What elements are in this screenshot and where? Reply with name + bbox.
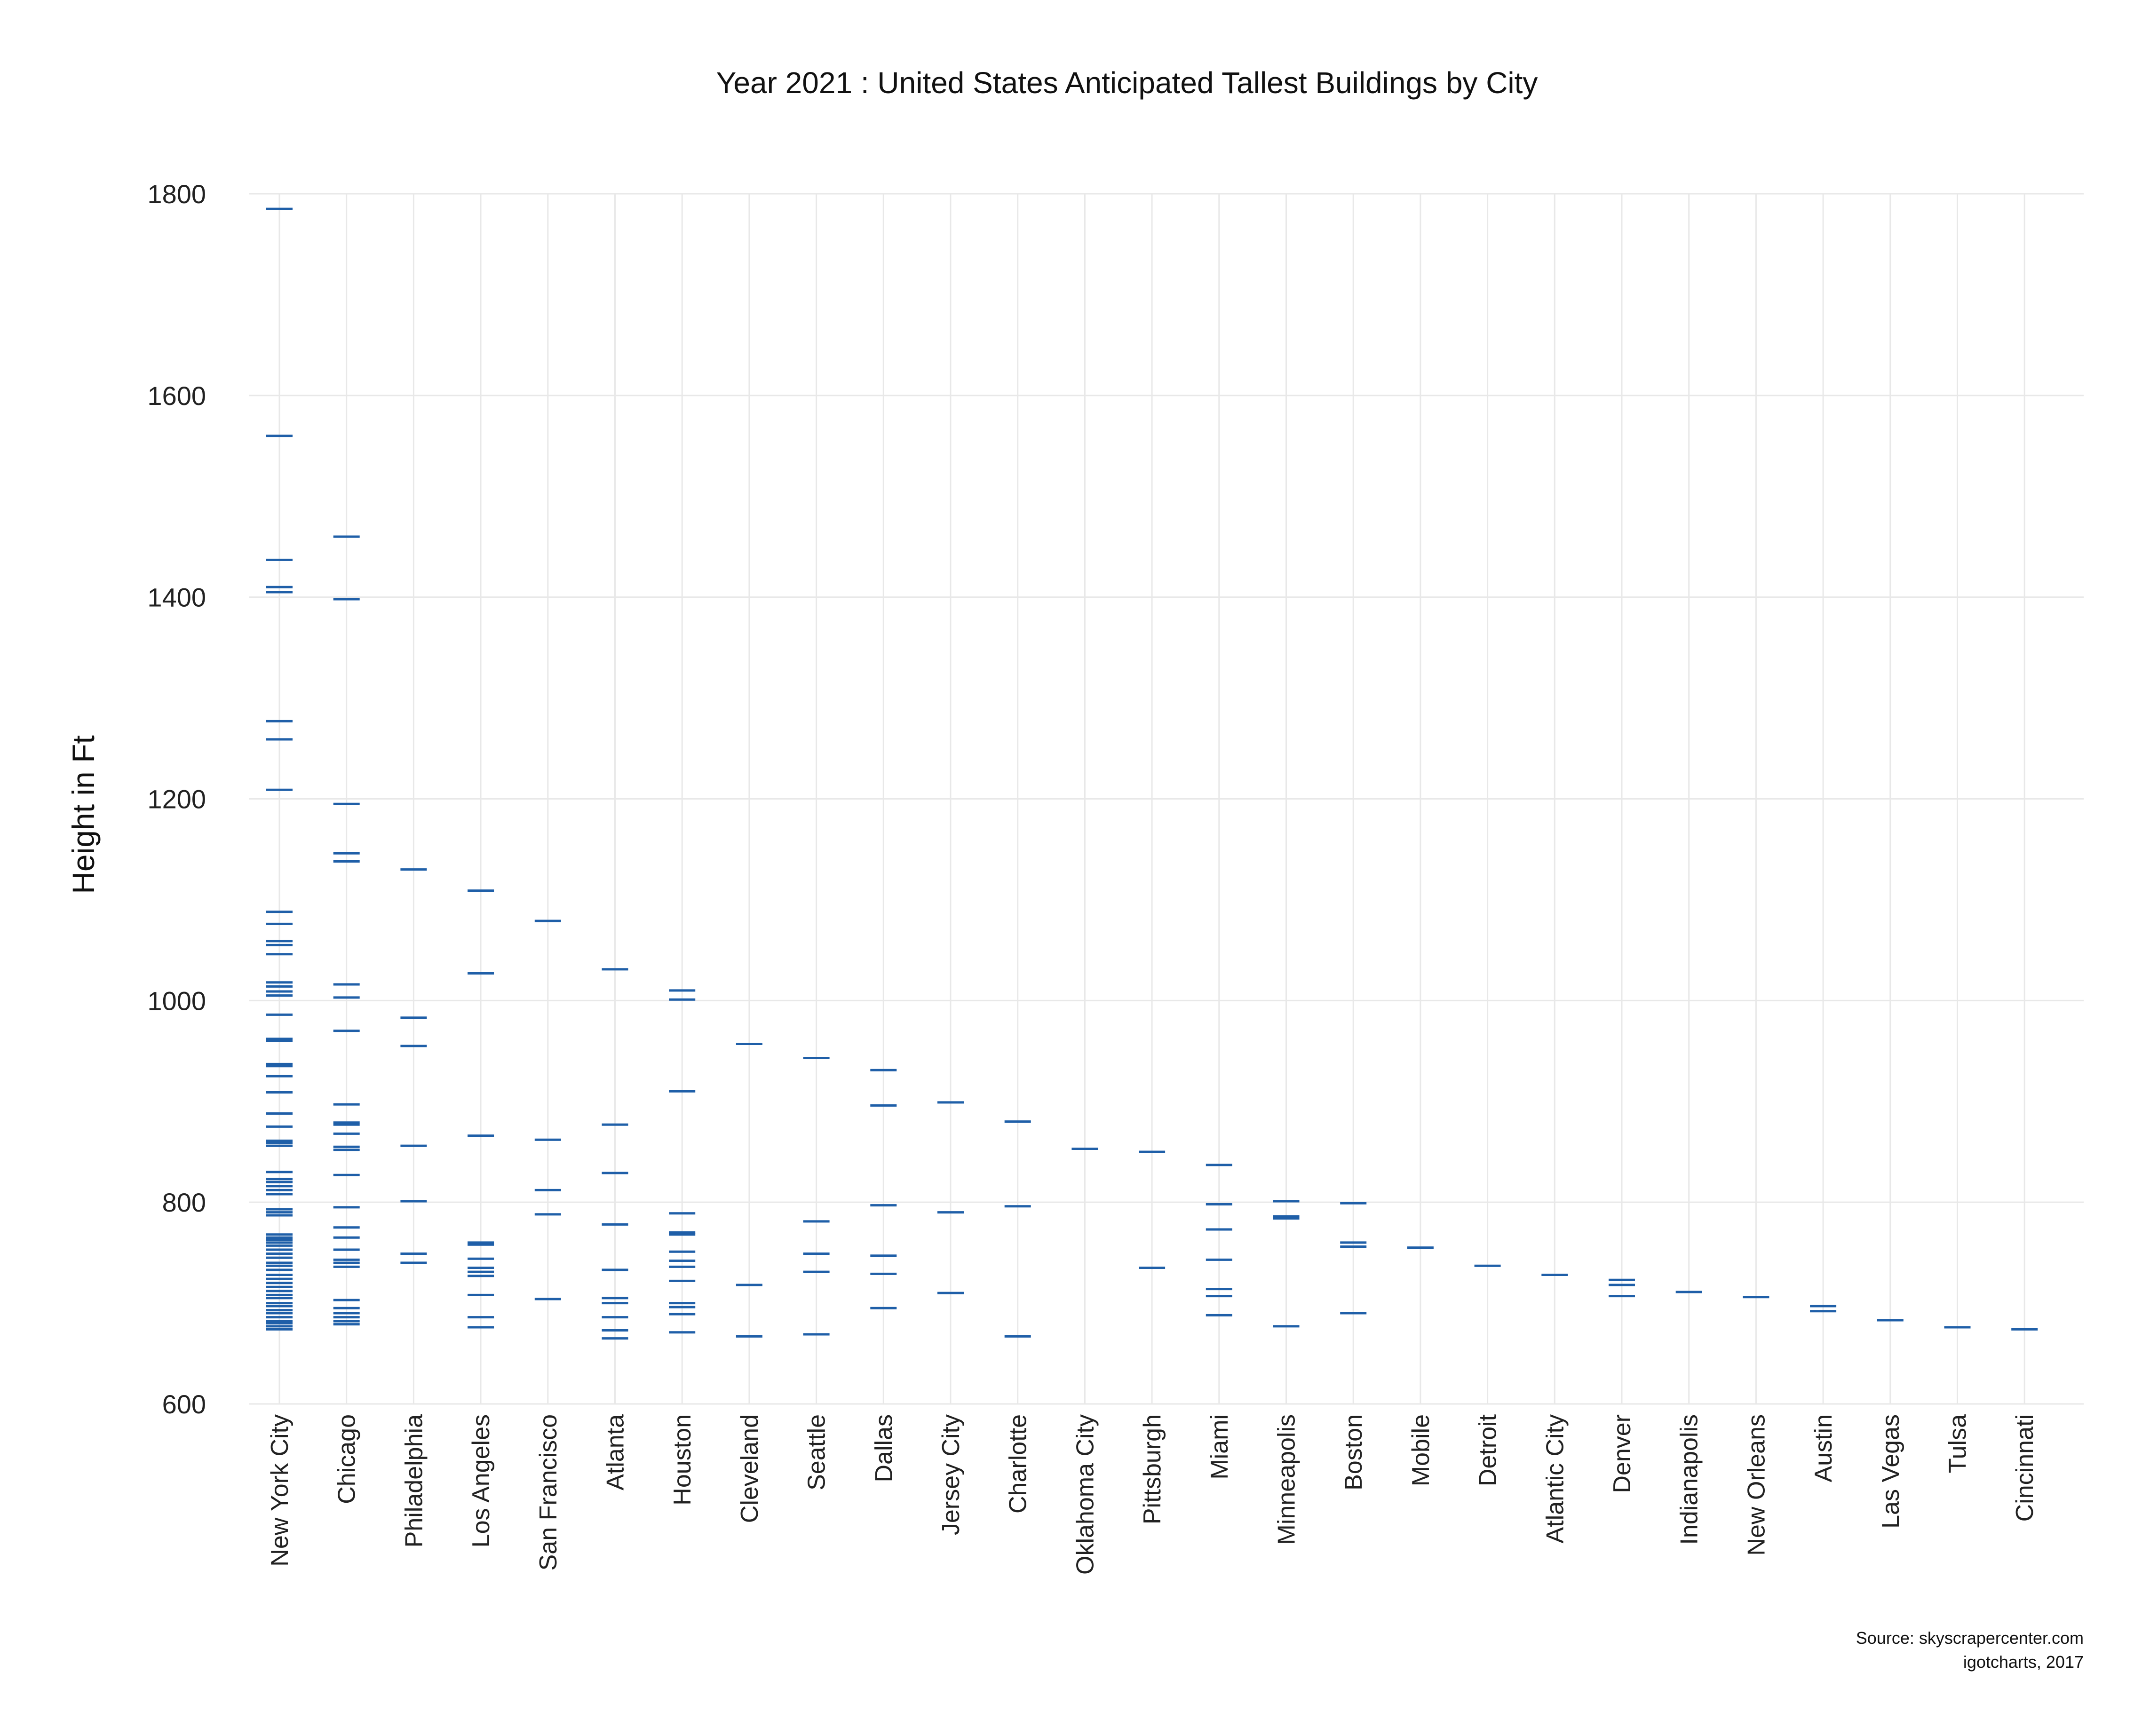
x-tick-label: Denver <box>1609 1414 1636 1493</box>
x-tick-label: Oklahoma City <box>1071 1414 1099 1575</box>
y-tick-label: 1200 <box>147 785 206 814</box>
source-line-1: Source: skyscrapercenter.com <box>1856 1628 2084 1648</box>
x-tick-label: Cincinnati <box>2011 1414 2039 1522</box>
x-tick-label: Detroit <box>1475 1414 1502 1486</box>
grid <box>249 193 2084 1405</box>
x-tick-label: Dallas <box>870 1414 897 1482</box>
x-tick-label: San Francisco <box>535 1414 562 1570</box>
x-tick-label: Atlantic City <box>1541 1414 1569 1544</box>
x-tick-label: New Orleans <box>1743 1414 1770 1556</box>
x-tick-label: Los Angeles <box>468 1414 495 1547</box>
x-tick-label: Chicago <box>333 1414 361 1504</box>
x-axis: New York City Chicago Philadelphia Los Ange… <box>266 1414 2039 1575</box>
x-tick-label: Boston <box>1340 1414 1367 1490</box>
plot-marks <box>266 207 2038 1340</box>
x-tick-label: Minneapolis <box>1273 1414 1301 1545</box>
x-tick-label: Cleveland <box>736 1414 763 1523</box>
y-tick-label: 1800 <box>147 179 206 209</box>
x-tick-label: Tulsa <box>1944 1414 1972 1473</box>
y-axis: 600 800 1000 1200 1400 1600 1800 <box>147 179 206 1419</box>
y-tick-label: 1600 <box>147 381 206 411</box>
x-tick-label: Miami <box>1206 1414 1233 1480</box>
x-tick-label: Austin <box>1810 1414 1837 1482</box>
x-tick-label: Indianapolis <box>1676 1414 1703 1545</box>
x-tick-label: Philadelphia <box>400 1414 428 1547</box>
y-tick-label: 1000 <box>147 986 206 1015</box>
y-axis-label: Height in Ft <box>66 735 101 894</box>
y-tick-label: 800 <box>162 1188 206 1217</box>
source-line-2: igotcharts, 2017 <box>1963 1652 2084 1672</box>
x-tick-label: Pittsburgh <box>1139 1414 1166 1524</box>
x-tick-label: Seattle <box>803 1414 831 1490</box>
x-tick-label: Houston <box>669 1414 696 1506</box>
x-tick-label: Charlotte <box>1005 1414 1032 1514</box>
x-tick-label: Jersey City <box>937 1414 965 1535</box>
x-tick-label: Mobile <box>1407 1414 1435 1486</box>
chart-title: Year 2021 : United States Anticipated Ta… <box>716 66 1538 100</box>
y-tick-label: 1400 <box>147 583 206 612</box>
x-tick-label: New York City <box>266 1414 294 1567</box>
x-tick-label: Las Vegas <box>1877 1414 1904 1529</box>
x-tick-label: Atlanta <box>602 1414 629 1490</box>
y-tick-label: 600 <box>162 1389 206 1419</box>
